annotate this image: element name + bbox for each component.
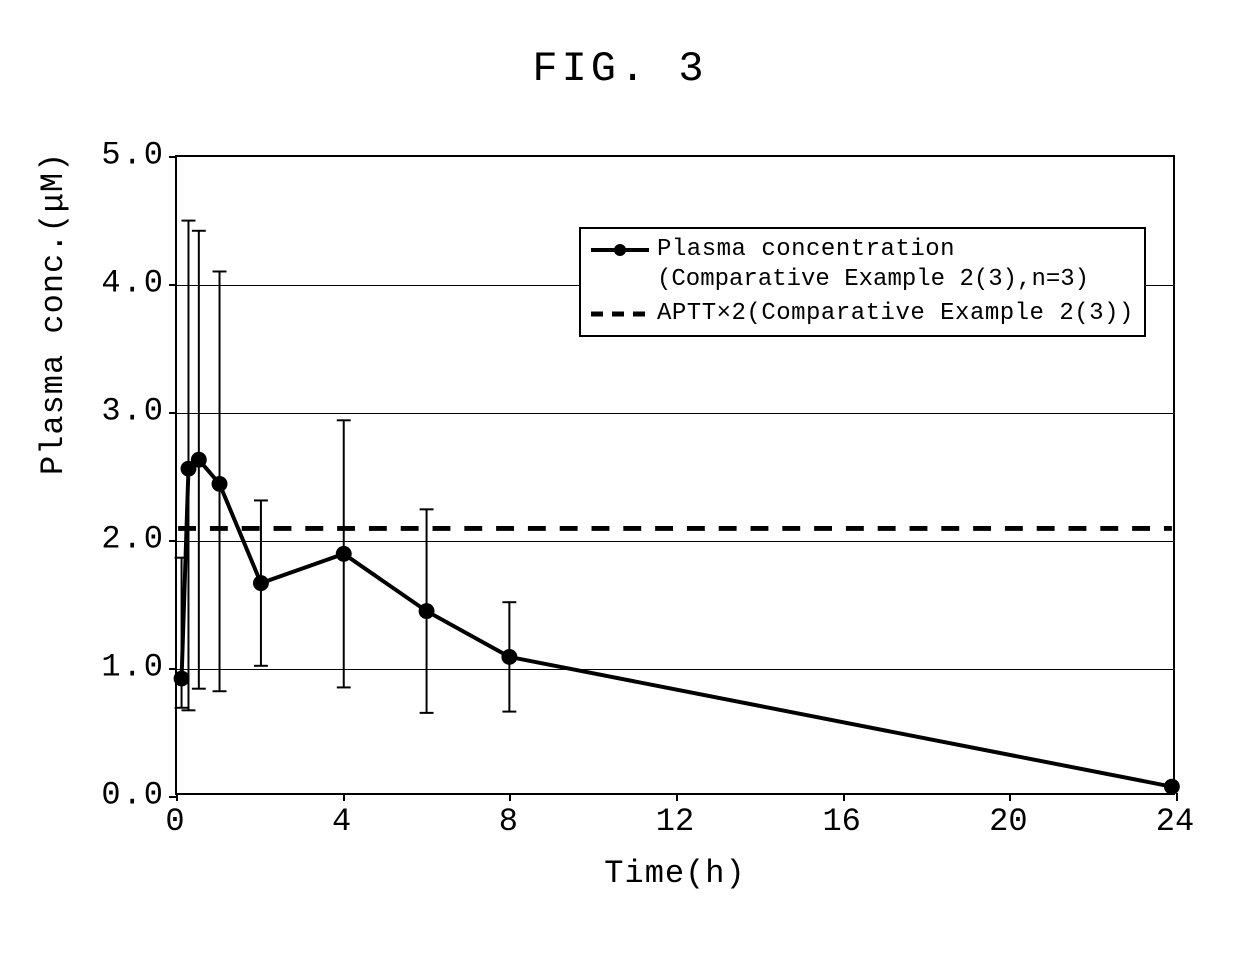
data-point bbox=[212, 476, 228, 492]
legend-label-plasma-line2: (Comparative Example 2(3),n=3) bbox=[657, 265, 1134, 295]
x-tick-label: 0 bbox=[165, 803, 184, 840]
x-tick-label: 16 bbox=[822, 803, 860, 840]
y-tick-label: 4.0 bbox=[65, 265, 165, 302]
data-point bbox=[174, 671, 190, 687]
y-tick-label: 5.0 bbox=[65, 137, 165, 174]
y-tick-label: 3.0 bbox=[65, 393, 165, 430]
data-point bbox=[336, 546, 352, 562]
x-tick bbox=[343, 793, 345, 801]
figure-title: FIG. 3 bbox=[0, 45, 1240, 93]
data-point bbox=[253, 575, 269, 591]
y-tick-label: 2.0 bbox=[65, 521, 165, 558]
data-point bbox=[191, 452, 207, 468]
y-tick-label: 0.0 bbox=[65, 777, 165, 814]
x-tick-label: 12 bbox=[656, 803, 694, 840]
data-point bbox=[419, 603, 435, 619]
plasma-line bbox=[182, 460, 1172, 787]
x-tick bbox=[1009, 793, 1011, 801]
legend: Plasma concentration (Comparative Exampl… bbox=[579, 227, 1146, 337]
x-tick-label: 24 bbox=[1156, 803, 1194, 840]
legend-swatch-aptt bbox=[591, 302, 649, 326]
x-tick-label: 8 bbox=[499, 803, 518, 840]
x-tick bbox=[676, 793, 678, 801]
y-tick bbox=[169, 156, 177, 158]
y-tick bbox=[169, 540, 177, 542]
y-tick bbox=[169, 284, 177, 286]
x-tick bbox=[509, 793, 511, 801]
legend-label-aptt: APTT×2(Comparative Example 2(3)) bbox=[657, 299, 1134, 329]
x-tick bbox=[176, 793, 178, 801]
legend-label-plasma-line1: Plasma concentration bbox=[657, 235, 955, 265]
legend-entry-aptt: APTT×2(Comparative Example 2(3)) bbox=[591, 299, 1134, 329]
y-tick bbox=[169, 668, 177, 670]
x-tick bbox=[843, 793, 845, 801]
y-tick-label: 1.0 bbox=[65, 649, 165, 686]
x-axis-label: Time(h) bbox=[175, 855, 1175, 892]
data-point bbox=[1164, 779, 1180, 795]
legend-entry-plasma: Plasma concentration bbox=[591, 235, 1134, 265]
plot-area: Plasma concentration (Comparative Exampl… bbox=[175, 155, 1175, 795]
figure-container: FIG. 3 Plasma conc.(μM) Time(h) 0.01.02.… bbox=[0, 0, 1240, 980]
legend-swatch-plasma bbox=[591, 238, 649, 262]
x-tick bbox=[1176, 793, 1178, 801]
x-tick-label: 20 bbox=[989, 803, 1027, 840]
x-tick-label: 4 bbox=[332, 803, 351, 840]
data-point bbox=[501, 649, 517, 665]
y-tick bbox=[169, 412, 177, 414]
